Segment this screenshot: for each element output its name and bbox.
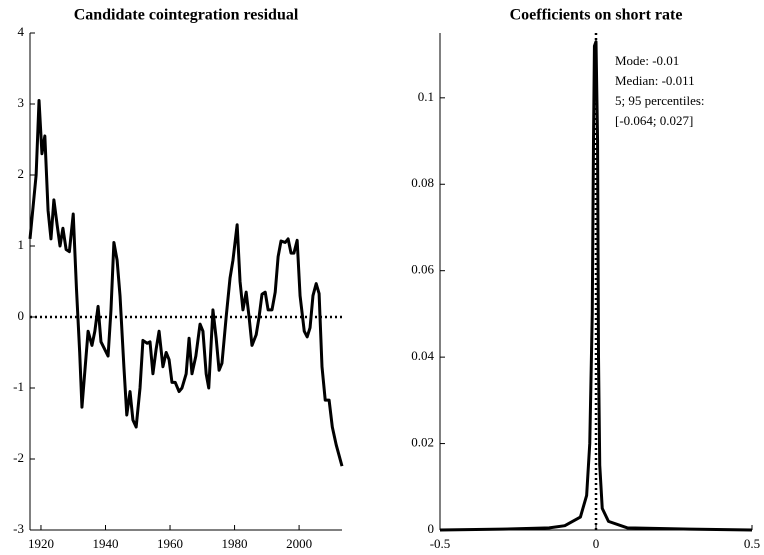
y-tick-label: 0 bbox=[428, 521, 435, 536]
data-line bbox=[439, 40, 753, 532]
x-tick-label: 1920 bbox=[28, 536, 54, 551]
data-line bbox=[28, 98, 344, 467]
x-tick-label: 1960 bbox=[157, 536, 183, 551]
y-tick-label: 0.06 bbox=[411, 262, 434, 277]
x-tick-label: 2000 bbox=[286, 536, 312, 551]
y-tick-label: 0.04 bbox=[411, 348, 434, 363]
annotation: 5; 95 percentiles: bbox=[615, 93, 705, 108]
y-tick-label: -2 bbox=[13, 450, 24, 465]
y-tick-label: 1 bbox=[18, 237, 25, 252]
y-tick-label: 0.08 bbox=[411, 175, 434, 190]
annotation: Mode: -0.01 bbox=[615, 53, 679, 68]
y-tick-label: 3 bbox=[18, 95, 25, 110]
x-tick-label: 0 bbox=[593, 536, 600, 551]
y-tick-label: -3 bbox=[13, 521, 24, 536]
y-tick-label: 4 bbox=[18, 24, 25, 39]
x-tick-label: 1980 bbox=[222, 536, 248, 551]
annotation: Median: -0.011 bbox=[615, 73, 695, 88]
y-tick-label: 2 bbox=[18, 166, 25, 181]
chart-title: Candidate cointegration residual bbox=[74, 7, 299, 24]
x-tick-label: -0.5 bbox=[430, 536, 451, 551]
annotation: [-0.064; 0.027] bbox=[615, 113, 693, 128]
x-tick-label: 1940 bbox=[92, 536, 118, 551]
y-tick-label: 0 bbox=[18, 308, 25, 323]
x-tick-label: 0.5 bbox=[744, 536, 760, 551]
y-tick-label: 0.02 bbox=[411, 435, 434, 450]
chart-title: Coefficients on short rate bbox=[510, 7, 683, 24]
y-tick-label: -1 bbox=[13, 379, 24, 394]
y-tick-label: 0.1 bbox=[418, 89, 434, 104]
